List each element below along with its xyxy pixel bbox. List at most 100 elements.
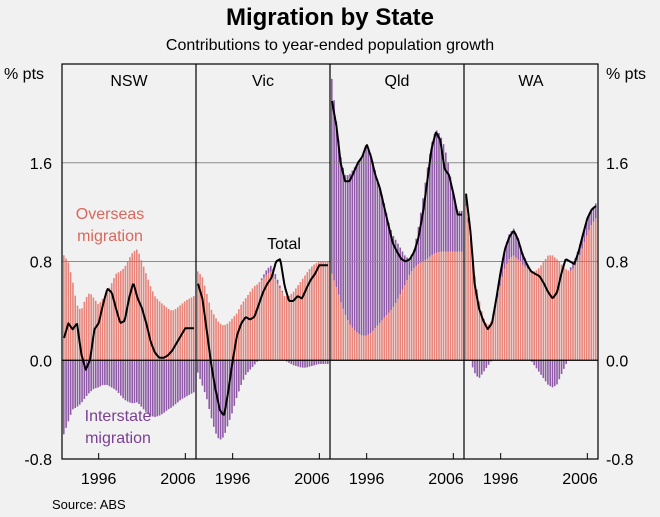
- bar-interstate-wa: [517, 238, 520, 260]
- bar-overseas-qld: [392, 306, 395, 361]
- bar-interstate-nsw: [90, 360, 92, 392]
- bar-overseas-qld: [440, 251, 443, 361]
- bar-interstate-nsw: [149, 360, 152, 416]
- bar-interstate-qld: [388, 222, 390, 313]
- bar-interstate-nsw: [113, 360, 115, 389]
- bar-interstate-nsw: [181, 360, 184, 399]
- bar-overseas-wa: [556, 259, 558, 361]
- bar-overseas-qld: [353, 330, 356, 361]
- bar-interstate-vic: [295, 360, 297, 366]
- bar-overseas-qld: [415, 265, 417, 361]
- bar-interstate-nsw: [126, 360, 129, 402]
- bar-overseas-vic: [297, 285, 299, 361]
- bar-overseas-wa: [531, 271, 533, 361]
- bar-interstate-vic: [260, 278, 263, 281]
- bar-overseas-nsw: [108, 287, 111, 361]
- bar-overseas-nsw: [156, 298, 159, 361]
- bar-overseas-nsw: [126, 261, 129, 361]
- bar-interstate-qld: [372, 161, 374, 331]
- bar-overseas-nsw: [94, 300, 97, 361]
- x-tick-label-nsw-1996: 1996: [81, 471, 117, 488]
- bar-interstate-wa: [588, 215, 590, 231]
- bar-overseas-vic: [249, 291, 252, 361]
- bar-interstate-nsw: [163, 360, 165, 413]
- bar-overseas-nsw: [145, 273, 147, 361]
- bar-overseas-vic: [242, 301, 245, 361]
- bar-overseas-nsw: [113, 278, 115, 361]
- panel-label-vic: Vic: [252, 73, 274, 90]
- bar-interstate-qld: [447, 162, 449, 252]
- bar-interstate-vic: [301, 360, 304, 368]
- bar-overseas-vic: [244, 298, 247, 361]
- total-lines-layer: [63, 100, 597, 416]
- bar-overseas-vic: [295, 288, 297, 361]
- bar-overseas-wa: [544, 258, 547, 361]
- bar-overseas-qld: [344, 314, 347, 361]
- bar-interstate-nsw: [94, 360, 97, 389]
- bar-interstate-nsw: [76, 360, 79, 407]
- bar-overseas-qld: [365, 335, 367, 361]
- bar-interstate-nsw: [63, 360, 65, 435]
- bar-overseas-nsw: [99, 302, 102, 361]
- bar-overseas-nsw: [167, 308, 170, 361]
- bar-interstate-nsw: [165, 360, 168, 411]
- bar-interstate-wa: [590, 210, 593, 225]
- bar-overseas-qld: [397, 298, 399, 361]
- bar-overseas-nsw: [147, 279, 149, 361]
- bar-interstate-nsw: [190, 360, 193, 394]
- bar-overseas-qld: [340, 302, 342, 361]
- x-tick-label-vic-1996: 1996: [215, 471, 251, 488]
- bar-interstate-wa: [551, 360, 554, 388]
- bar-overseas-vic: [315, 263, 318, 361]
- bar-overseas-nsw: [151, 291, 154, 361]
- bar-overseas-wa: [483, 318, 485, 361]
- bar-overseas-nsw: [172, 310, 175, 361]
- bar-interstate-vic: [267, 267, 270, 274]
- bar-overseas-wa: [508, 259, 510, 361]
- bar-overseas-nsw: [186, 299, 188, 361]
- bar-overseas-vic: [269, 271, 272, 361]
- bar-interstate-qld: [346, 175, 349, 321]
- bar-overseas-qld: [356, 332, 358, 361]
- bar-interstate-vic: [317, 360, 320, 365]
- bar-interstate-qld: [408, 258, 411, 275]
- bar-interstate-wa: [506, 242, 508, 264]
- bar-interstate-qld: [451, 192, 454, 252]
- bar-overseas-wa: [492, 315, 494, 361]
- bar-interstate-vic: [320, 360, 322, 364]
- bar-interstate-nsw: [120, 360, 122, 396]
- bar-overseas-vic: [301, 278, 304, 361]
- bar-interstate-qld: [445, 152, 447, 252]
- bar-interstate-qld: [422, 198, 424, 262]
- annotation-total: Total: [267, 236, 301, 253]
- bar-interstate-qld: [433, 134, 436, 254]
- bar-interstate-wa: [547, 360, 549, 385]
- bar-interstate-vic: [251, 360, 254, 368]
- bar-overseas-qld: [399, 294, 402, 361]
- bar-interstate-qld: [356, 164, 358, 333]
- bar-overseas-nsw: [120, 270, 122, 361]
- bar-overseas-vic: [212, 314, 215, 361]
- bar-interstate-qld: [431, 141, 433, 255]
- bar-interstate-wa: [533, 360, 536, 366]
- bar-interstate-qld: [403, 255, 406, 286]
- bar-overseas-wa: [595, 218, 597, 361]
- bar-interstate-qld: [383, 203, 386, 318]
- bar-interstate-qld: [342, 167, 345, 309]
- bar-interstate-nsw: [83, 360, 86, 399]
- bar-interstate-nsw: [138, 360, 140, 405]
- bar-overseas-wa: [588, 230, 590, 361]
- bar-overseas-qld: [388, 312, 390, 361]
- bar-overseas-vic: [210, 309, 213, 361]
- bar-overseas-vic: [260, 280, 263, 361]
- bar-interstate-vic: [285, 360, 288, 362]
- bar-interstate-vic: [210, 360, 213, 419]
- bar-interstate-wa: [510, 231, 513, 258]
- bar-interstate-vic: [299, 360, 302, 368]
- bar-interstate-nsw: [142, 360, 145, 410]
- annotation-interstate-line1: Interstate: [85, 408, 152, 425]
- bar-overseas-nsw: [170, 310, 172, 361]
- bar-interstate-wa: [592, 206, 595, 222]
- bar-interstate-vic: [327, 360, 329, 364]
- bar-interstate-qld: [461, 210, 463, 252]
